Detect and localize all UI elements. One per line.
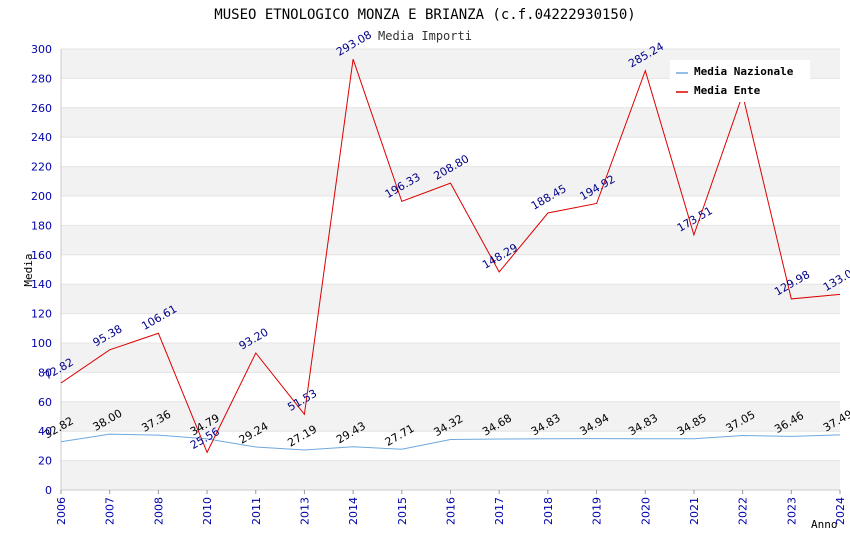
- grid-band: [61, 460, 840, 490]
- grid-band: [61, 313, 840, 343]
- y-tick-label: 100: [31, 337, 52, 350]
- x-tick-label: 2018: [542, 497, 555, 525]
- chart-subtitle: Media Importi: [378, 29, 472, 43]
- x-tick-label: 2014: [347, 497, 360, 525]
- x-tick-label: 2015: [396, 497, 409, 525]
- legend-label-nazionale: Media Nazionale: [694, 65, 794, 78]
- x-tick-label: 2010: [201, 497, 214, 525]
- legend: Media Nazionale Media Ente: [670, 60, 810, 102]
- x-tick-label: 2021: [688, 497, 701, 525]
- grid-band: [61, 166, 840, 196]
- y-axis-label: Media: [22, 253, 35, 286]
- y-tick-label: 300: [31, 43, 52, 56]
- x-tick-label: 2020: [639, 497, 652, 525]
- y-tick-label: 240: [31, 131, 52, 144]
- x-tick-label: 2011: [250, 497, 263, 525]
- y-tick-label: 280: [31, 72, 52, 85]
- y-tick-label: 160: [31, 249, 52, 262]
- grid-band: [61, 107, 840, 138]
- y-tick-label: 140: [31, 278, 52, 291]
- y-tick-label: 20: [38, 455, 52, 468]
- x-tick-label: 2022: [737, 497, 750, 525]
- legend-box: [670, 60, 810, 102]
- x-axis-label: Anno: [811, 518, 838, 531]
- y-tick-label: 40: [38, 425, 52, 438]
- grid-band: [61, 284, 840, 314]
- chart-title: MUSEO ETNOLOGICO MONZA E BRIANZA (c.f.04…: [214, 7, 635, 23]
- grid-band: [61, 372, 840, 402]
- grid-band: [61, 431, 840, 461]
- y-tick-label: 260: [31, 102, 52, 115]
- series-line-ente: [60, 59, 841, 454]
- x-tick-label: 2006: [55, 497, 68, 525]
- grid-band: [61, 254, 840, 285]
- grid-band: [61, 196, 840, 226]
- grid-bands: [60, 48, 840, 491]
- grid-band: [61, 401, 840, 432]
- grid-band: [61, 225, 840, 255]
- x-tick-label: 2007: [104, 497, 117, 525]
- legend-label-ente: Media Ente: [694, 84, 761, 97]
- x-tick-label: 2019: [591, 497, 604, 525]
- y-tick-label: 200: [31, 190, 52, 203]
- y-tick-label: 120: [31, 308, 52, 321]
- y-tick-label: 80: [38, 366, 52, 379]
- series-line-nazionale: [60, 433, 841, 451]
- grid-band: [61, 137, 840, 167]
- y-tick-label: 180: [31, 219, 52, 232]
- x-tick-label: 2008: [152, 497, 165, 525]
- x-axis-ticks: 2006 2007 2008 2010 2011 2013 2014 2015 2016 2017…: [55, 490, 847, 525]
- y-tick-label: 220: [31, 161, 52, 174]
- x-tick-label: 2024: [834, 497, 847, 525]
- x-tick-label: 2017: [493, 497, 506, 525]
- y-tick-label: 0: [45, 484, 52, 497]
- x-tick-label: 2016: [445, 497, 458, 525]
- y-tick-label: 60: [38, 396, 52, 409]
- x-tick-label: 2023: [785, 497, 798, 525]
- x-tick-label: 2013: [298, 497, 311, 525]
- series-lines: [60, 59, 841, 454]
- grid-band: [61, 343, 840, 373]
- y-axis-ticks: 0 20 40 60 80 100 120 140 160 180 200 220 240 260 280 3…: [31, 43, 52, 497]
